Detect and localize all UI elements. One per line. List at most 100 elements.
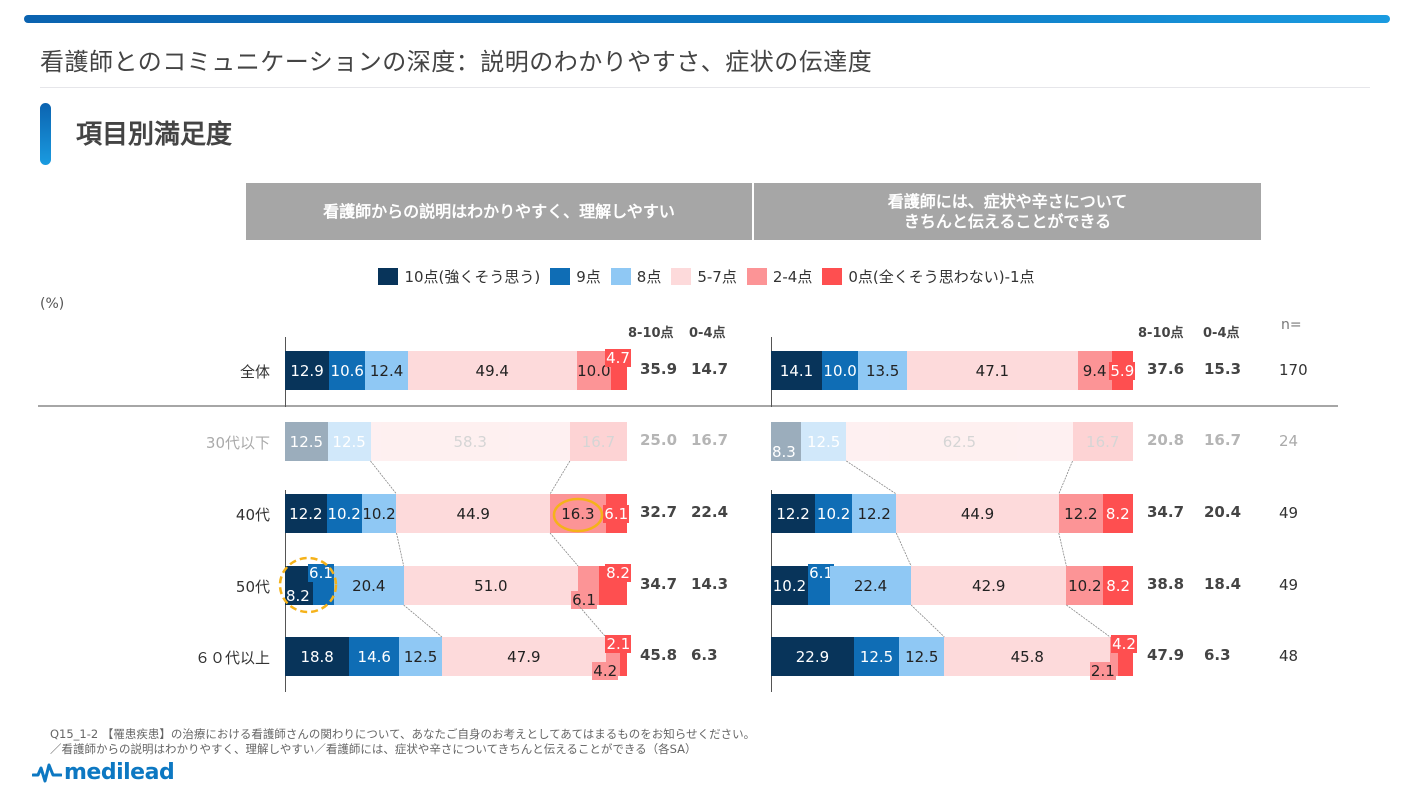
bar-segment: 8.3 (771, 422, 802, 461)
summary-0-4-value: 20.4 (1204, 503, 1242, 521)
n-value: 49 (1279, 504, 1299, 522)
summary-0-4-value: 16.7 (1204, 431, 1242, 449)
bar-segment: 4.2 (1111, 635, 1137, 676)
summary-0-4-value: 15.3 (1204, 360, 1242, 378)
bar-segment: 8.2 (1102, 494, 1133, 533)
bar-segment: 12.5 (899, 637, 945, 676)
data-label: 12.2 (289, 504, 323, 523)
title-divider (40, 87, 1370, 88)
summary-header-0-4-left: 0-4点 (689, 326, 726, 341)
percent-unit-label: (%) (40, 296, 65, 312)
data-label: 12.5 (806, 432, 841, 451)
data-label: 2.1 (1089, 662, 1116, 680)
legend-swatch (550, 268, 571, 285)
legend-label: 2-4点 (772, 268, 813, 286)
bar-segment: 12.2 (285, 494, 327, 533)
legend-item: 0点(全くそう思わない)-1点 (822, 266, 1035, 287)
pulse-icon (32, 763, 62, 782)
data-label: 14.1 (779, 361, 814, 380)
bar-segment: 8.2 (598, 564, 631, 605)
data-label: 47.9 (507, 647, 541, 666)
legend-item: 5-7点 (671, 266, 737, 287)
footnote: Q15_1-2 【罹患疾患】の治療における看護師さんの関わりについて、あなたご自… (50, 727, 756, 756)
data-label: 62.5 (942, 432, 977, 451)
data-label: 12.5 (403, 647, 438, 666)
bar-segment: 22.4 (830, 566, 912, 605)
summary-8-10-value: 38.8 (1147, 575, 1185, 593)
summary-header-0-4-right: 0-4点 (1203, 326, 1240, 341)
connector-line (1058, 460, 1073, 495)
legend-label: 9点 (576, 268, 601, 286)
legend-swatch (822, 268, 843, 285)
summary-8-10-value: 25.0 (640, 431, 678, 449)
data-label: 12.2 (1064, 504, 1098, 523)
data-label: 10.2 (1068, 576, 1102, 595)
bar-segment: 10.2 (361, 494, 397, 533)
panel-header-right: 看護師には、症状や辛さについて きちんと伝えることができる (754, 183, 1261, 240)
data-label: 18.8 (300, 647, 334, 666)
row-label: 全体 (239, 363, 270, 381)
bar-segment: 12.2 (852, 494, 897, 533)
data-label: 51.0 (474, 576, 508, 595)
summary-8-10-value: 45.8 (640, 646, 678, 664)
data-label: 10.2 (362, 504, 396, 523)
summary-0-4-value: 16.7 (691, 431, 729, 449)
bar-segment: 12.5 (327, 422, 371, 461)
legend-item: 8点 (610, 266, 661, 287)
summary-0-4-value: 14.7 (691, 360, 729, 378)
connector-line (549, 532, 579, 567)
bar-segment: 6.1 (571, 566, 599, 609)
data-label: 8.2 (285, 587, 311, 605)
logo-text: medilead (64, 760, 175, 785)
bar-segment: 47.1 (907, 351, 1078, 390)
connector-line (910, 604, 945, 638)
data-label: 13.5 (865, 361, 900, 380)
data-label: 47.1 (975, 361, 1010, 380)
connector-line (370, 460, 397, 495)
connector-line (846, 460, 897, 495)
data-label: 12.9 (290, 361, 324, 380)
connector-line (1066, 604, 1111, 638)
bar-segment: 10.2 (326, 494, 362, 533)
medilead-logo: medilead (32, 760, 175, 785)
legend-item: 2-4点 (746, 266, 813, 287)
bar-segment: 20.4 (333, 566, 404, 605)
data-label: 9.4 (1082, 361, 1107, 380)
n-value: 48 (1279, 647, 1299, 665)
connector-line (403, 604, 443, 638)
n-value: 24 (1279, 432, 1299, 450)
connector-line (577, 604, 607, 638)
bar-segment: 2.1 (605, 635, 632, 676)
bar-segment: 13.5 (858, 351, 908, 390)
bar-segment: 12.9 (285, 351, 330, 390)
section-marker (40, 103, 51, 165)
data-label: 8.2 (1104, 504, 1131, 523)
bar-segment: 12.5 (853, 637, 900, 676)
bar-segment: 4.7 (605, 349, 631, 390)
data-label: 5.9 (1109, 361, 1136, 380)
legend-item: 9点 (550, 266, 601, 287)
bar-segment: 51.0 (403, 566, 579, 605)
data-label: 42.9 (972, 576, 1006, 595)
bar-segment: 12.5 (801, 422, 847, 461)
summary-8-10-value: 20.8 (1147, 431, 1185, 449)
data-label: 6.1 (603, 504, 630, 523)
data-label: 20.4 (352, 576, 386, 595)
bar-segment: 10.0 (576, 351, 611, 390)
data-label: 12.5 (289, 432, 324, 451)
data-label: 12.5 (905, 647, 939, 666)
data-label: 6.1 (808, 564, 834, 582)
bar-segment: 12.2 (1058, 494, 1103, 533)
data-label: 58.3 (453, 432, 487, 451)
connector-line (895, 532, 912, 567)
data-label: 10.0 (577, 361, 611, 380)
bar-segment: 12.5 (285, 422, 328, 461)
data-label: 10.0 (823, 361, 857, 380)
panel-header-left: 看護師からの説明はわかりやすく、理解しやすい (246, 183, 752, 240)
bar-segment: 16.3 (550, 494, 606, 533)
bar-segment: 16.7 (569, 422, 627, 461)
data-label: 8.3 (771, 443, 797, 461)
n-value: 49 (1279, 576, 1299, 594)
connector-line (1058, 532, 1067, 567)
bar-segment: 9.4 (1077, 351, 1112, 390)
